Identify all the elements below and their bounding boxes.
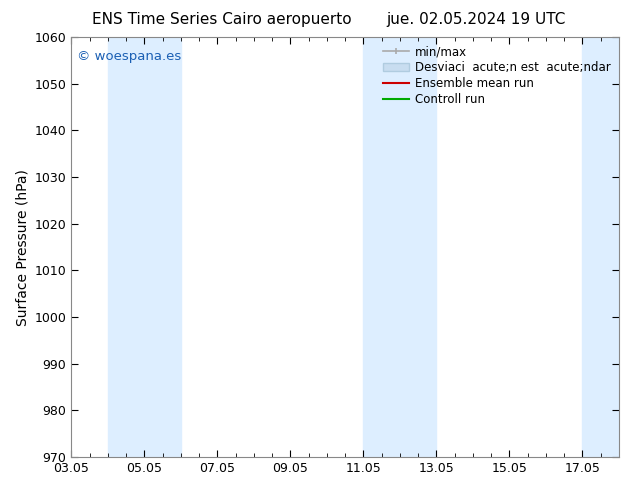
Bar	[108, 37, 145, 457]
Text: ENS Time Series Cairo aeropuerto: ENS Time Series Cairo aeropuerto	[92, 12, 352, 27]
Bar	[363, 37, 400, 457]
Text: © woespana.es: © woespana.es	[77, 50, 181, 63]
Text: jue. 02.05.2024 19 UTC: jue. 02.05.2024 19 UTC	[386, 12, 565, 27]
Bar	[145, 37, 181, 457]
Bar	[583, 37, 619, 457]
Bar	[400, 37, 436, 457]
Legend: min/max, Desviaci  acute;n est  acute;ndar, Ensemble mean run, Controll run: min/max, Desviaci acute;n est acute;ndar…	[378, 41, 616, 111]
Y-axis label: Surface Pressure (hPa): Surface Pressure (hPa)	[15, 169, 29, 325]
